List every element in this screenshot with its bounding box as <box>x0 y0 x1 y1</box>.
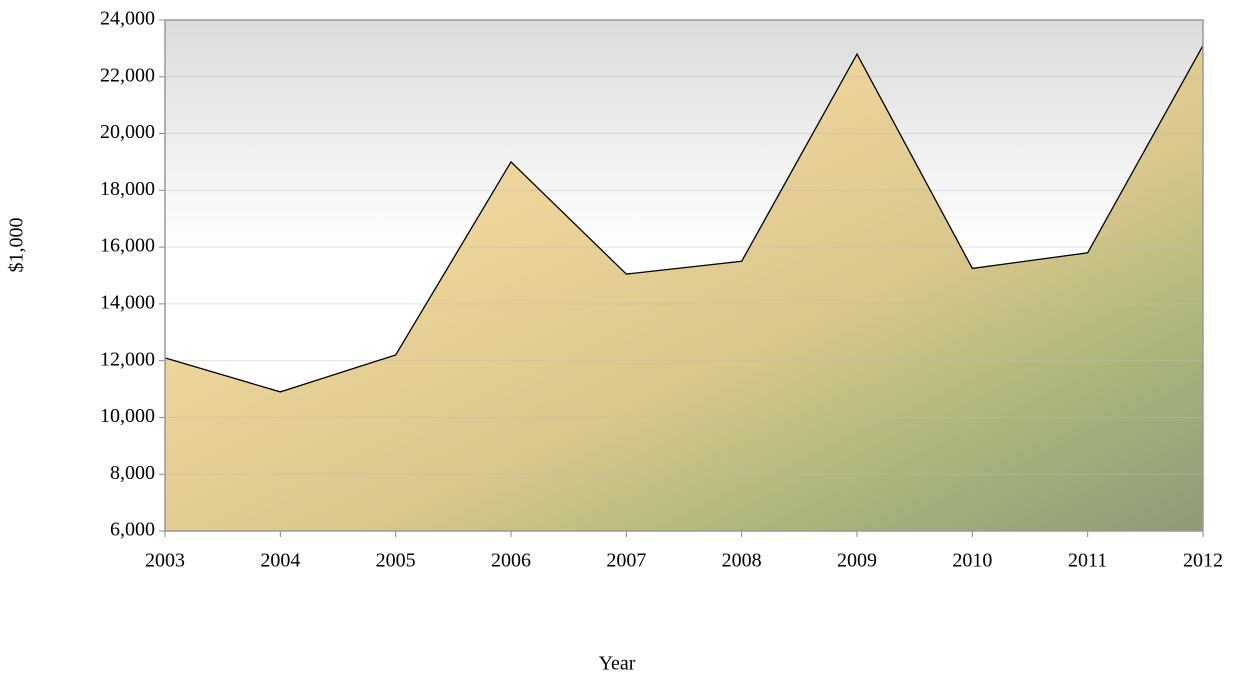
area <box>165 45 1203 532</box>
x-tick-label: 2005 <box>376 550 416 572</box>
plot-frame <box>164 19 1204 532</box>
y-tick-label: 18,000 <box>100 178 155 200</box>
x-tick-label: 2012 <box>1183 550 1223 572</box>
x-tick-label: 2006 <box>491 550 531 572</box>
y-tick-label: 12,000 <box>100 348 155 370</box>
x-tick-label: 2007 <box>606 550 646 572</box>
x-tick-label: 2010 <box>952 550 992 572</box>
x-tick-label: 2011 <box>1068 550 1107 572</box>
x-tick-label: 2004 <box>260 550 300 572</box>
y-tick-label: 16,000 <box>100 235 155 257</box>
x-tick-label: 2003 <box>145 550 185 572</box>
y-tick-label: 24,000 <box>100 8 155 30</box>
y-tick-label: 20,000 <box>100 121 155 143</box>
x-tick-label: 2009 <box>837 550 877 572</box>
y-tick-label: 6,000 <box>110 519 155 541</box>
y-tick-label: 22,000 <box>100 64 155 86</box>
y-axis-label: $1,000 <box>6 218 28 273</box>
area-outline <box>164 45 1204 393</box>
x-axis-label: Year <box>599 653 636 675</box>
y-tick-label: 14,000 <box>100 291 155 313</box>
y-tick-label: 10,000 <box>100 405 155 427</box>
x-tick-label: 2008 <box>722 550 762 572</box>
y-tick-label: 8,000 <box>110 462 155 484</box>
